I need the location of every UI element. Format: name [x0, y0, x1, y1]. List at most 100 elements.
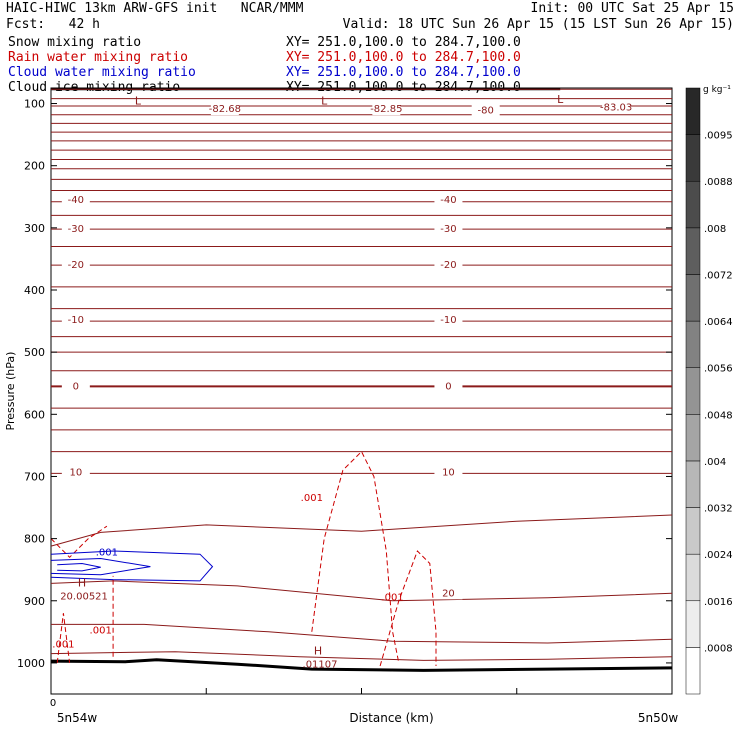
extremum-marker: L	[135, 95, 142, 108]
isotherm-label: 20	[442, 588, 455, 599]
label-background	[434, 466, 463, 479]
contour-labels: -82.68 -82.85 -80 -83.03 -40 -40 -30 -30 -20 -20 -…	[52, 93, 632, 671]
colorbar-segment	[685, 600, 701, 648]
label-background	[434, 193, 463, 206]
isotherm-line	[50, 580, 673, 602]
isotherm-line	[50, 514, 673, 547]
rain-contour	[311, 450, 400, 663]
colorbar-segment	[685, 460, 701, 508]
colorbar-segment	[685, 134, 701, 182]
rain-contour-label: .001	[52, 639, 74, 650]
isotherm-label: -30	[440, 224, 456, 235]
field-label-rain: Rain water mixing ratio	[8, 50, 189, 65]
isotherm-label: -20	[68, 260, 84, 271]
colorbar-label: .0095	[704, 131, 733, 142]
isotherm-label: -40	[68, 195, 84, 206]
isotherm-label: 0	[73, 381, 79, 392]
colorbar-label: .0008	[704, 643, 733, 654]
label-background	[602, 101, 631, 114]
colorbar-label: .0064	[704, 317, 733, 328]
label-background	[434, 380, 463, 393]
y-tick-label: 400	[24, 284, 45, 297]
label-background	[434, 259, 463, 272]
colorbar-segment	[685, 367, 701, 415]
colorbar-label: .0032	[704, 504, 733, 515]
cloud-water-contours	[50, 550, 214, 582]
label-background	[61, 466, 90, 479]
label-background	[372, 103, 401, 116]
colorbar-label: .0048	[704, 410, 733, 421]
terrain-line	[50, 658, 673, 672]
colorbar-segment	[685, 180, 701, 229]
x-tick-label: 0	[50, 698, 56, 709]
colorbar-segment	[685, 274, 701, 322]
colorbar-segment	[685, 647, 701, 695]
rain-contour-label: .001	[381, 593, 403, 604]
y-tick-label: 300	[24, 222, 45, 235]
cloud-water-contour	[50, 550, 214, 582]
colorbar-label: .0056	[704, 364, 733, 375]
extremum-value: .01107	[303, 660, 338, 671]
colorbar-segment	[685, 414, 701, 462]
cloud-water-contour	[50, 557, 151, 576]
label-background	[61, 259, 90, 272]
isotherm-label: 0	[445, 381, 451, 392]
extremum-marker: L	[557, 93, 564, 106]
isotherm-label: -40	[440, 195, 456, 206]
label-background	[210, 103, 239, 116]
x-endpoint-label-left: 5n54w	[57, 711, 98, 725]
cloud-water-contour-label: .001	[96, 547, 118, 558]
label-background	[434, 587, 463, 600]
rain-contour-label: .001	[90, 626, 112, 637]
field-xy-cloud-water: XY= 251.0,100.0 to 284.7,100.0	[286, 65, 521, 80]
rain-contour	[56, 613, 71, 663]
isotherm-label: -10	[68, 315, 84, 326]
isotherm-label: -83.03	[600, 102, 632, 113]
label-background	[61, 193, 90, 206]
extremum-marker: L	[321, 95, 328, 108]
isotherm-label: 10	[69, 468, 82, 479]
rain-contour	[379, 550, 437, 667]
y-tick-label: 1000	[17, 657, 45, 670]
isotherm-label: -80	[478, 105, 494, 116]
isotherm-label: -20	[440, 260, 456, 271]
rain-contour-label: .001	[301, 493, 323, 504]
colorbar-segment	[685, 507, 701, 555]
label-background	[61, 380, 90, 393]
label-background	[434, 313, 463, 326]
label-background	[471, 104, 500, 117]
field-xy-snow: XY= 251.0,100.0 to 284.7,100.0	[286, 35, 521, 50]
y-tick-label: 100	[24, 98, 45, 111]
colorbar-segment	[685, 227, 701, 275]
field-xy-rain: XY= 251.0,100.0 to 284.7,100.0	[286, 50, 521, 65]
colorbar-label: .004	[704, 457, 726, 468]
colorbar-label: .0072	[704, 270, 733, 281]
isotherm-line	[51, 623, 673, 644]
colorbar-label: .0016	[704, 597, 733, 608]
isotherm-label: -10	[440, 315, 456, 326]
extremum-marker: H	[78, 576, 86, 589]
isotherm-label: -82.68	[209, 104, 241, 115]
y-tick-label: 800	[24, 533, 45, 546]
y-tick-label: 500	[24, 346, 45, 359]
colorbar-segment	[685, 553, 701, 602]
title-line-2-left: Fcst: 42 h	[6, 17, 100, 32]
title-line-1-left: HAIC-HIWC 13km ARW-GFS init NCAR/MMM	[6, 1, 304, 16]
x-endpoint-label-right: 5n50w	[638, 711, 679, 725]
cloud-water-contour	[57, 562, 101, 572]
field-label-cloud-water: Cloud water mixing ratio	[8, 65, 196, 80]
y-tick-label: 600	[24, 408, 45, 421]
isotherm-label: -82.85	[370, 104, 402, 115]
label-background	[61, 223, 90, 236]
label-background	[434, 223, 463, 236]
colorbar-label: .008	[704, 224, 726, 235]
extremum-value: 20.00521	[60, 591, 108, 602]
colorbar-segment	[685, 87, 701, 135]
axes: 1002003004005006007008009001000Pressure …	[4, 98, 678, 725]
colorbar-unit: g kg⁻¹	[703, 85, 731, 95]
title-line-2-right: Valid: 18 UTC Sun 26 Apr 15 (15 LST Sun …	[342, 17, 734, 32]
y-tick-label: 200	[24, 160, 45, 173]
isotherm-contours	[50, 88, 673, 661]
colorbar: .0008 .0016 .0024 .0032 .004 .0048 .0056 .0064.…	[685, 85, 733, 695]
y-axis-label: Pressure (hPa)	[4, 352, 17, 431]
